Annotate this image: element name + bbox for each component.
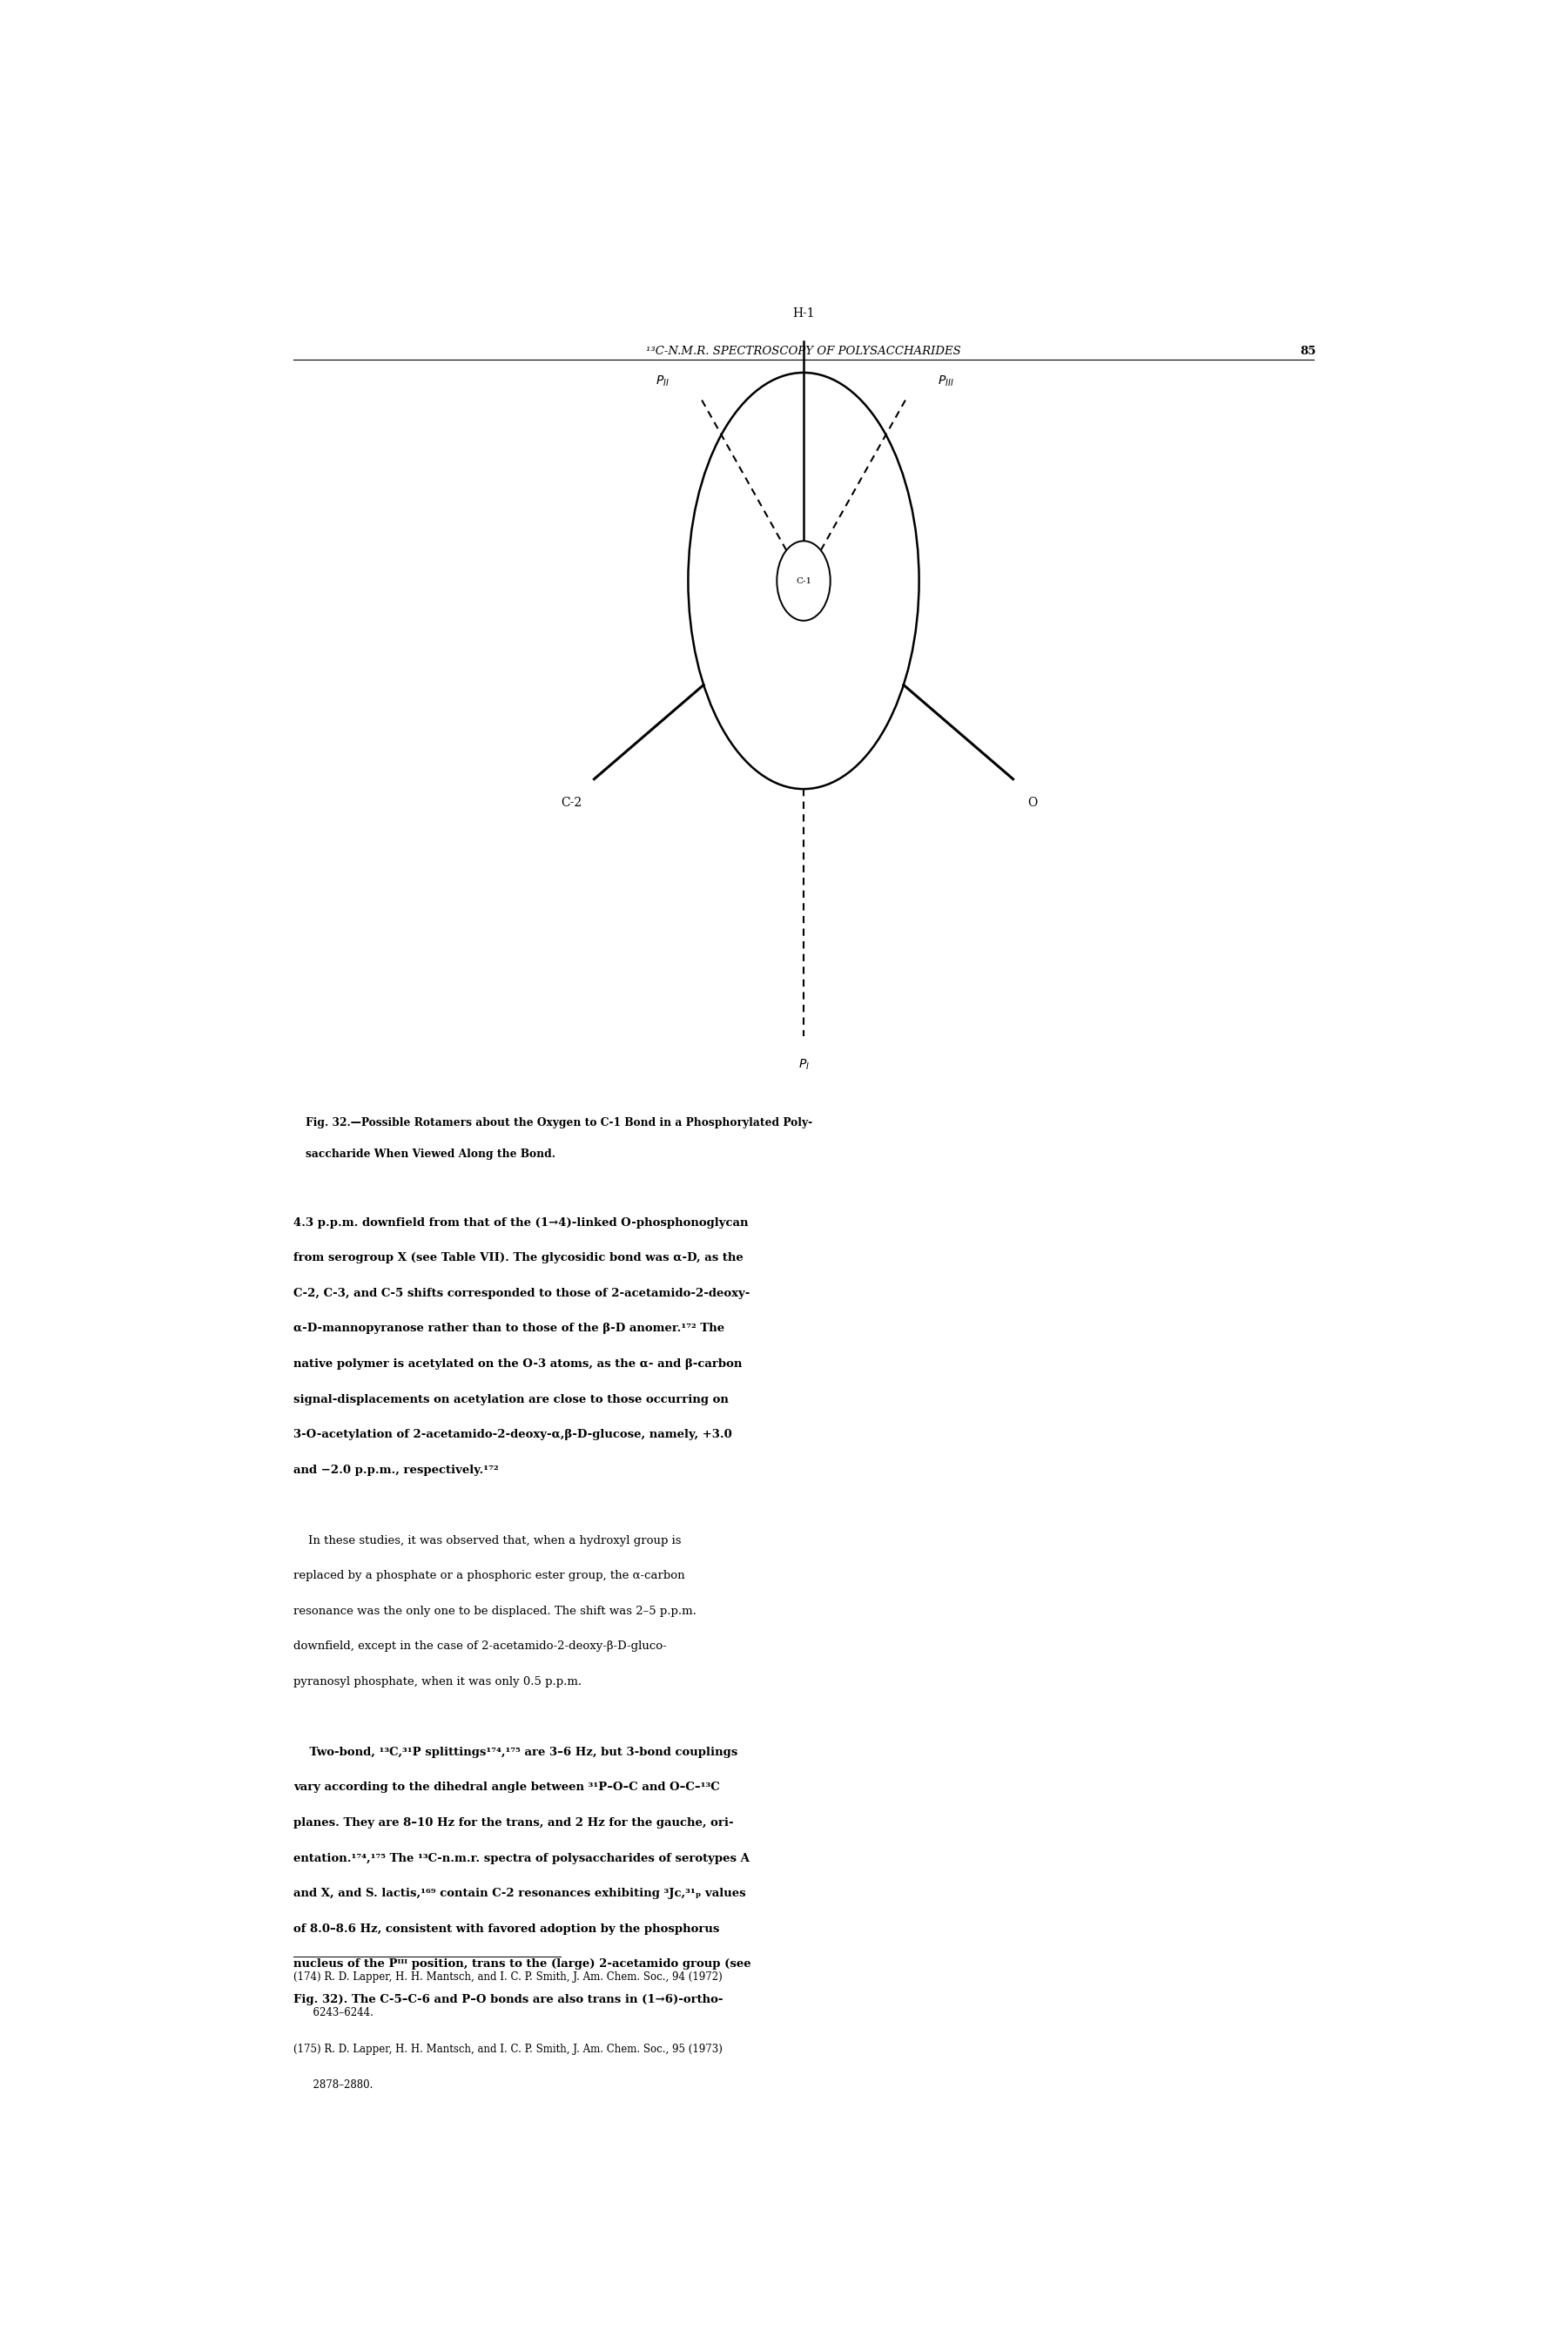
Text: H-1: H-1 [792, 308, 815, 320]
Text: $P_I$: $P_I$ [798, 1058, 809, 1072]
Text: Fig. 32.—Possible Rotamers about the Oxygen to C-1 Bond in a Phosphorylated Poly: Fig. 32.—Possible Rotamers about the Oxy… [306, 1117, 812, 1128]
Text: entation.¹⁷⁴,¹⁷⁵ The ¹³C-n.m.r. spectra of polysaccharides of serotypes A: entation.¹⁷⁴,¹⁷⁵ The ¹³C-n.m.r. spectra … [293, 1853, 750, 1864]
Text: 3-O-acetylation of 2-acetamido-2-deoxy-α,β-D-glucose, namely, +3.0: 3-O-acetylation of 2-acetamido-2-deoxy-α… [293, 1429, 732, 1441]
Circle shape [776, 541, 831, 621]
Text: $P_{II}$: $P_{II}$ [655, 374, 670, 388]
Text: 6243–6244.: 6243–6244. [293, 2008, 373, 2020]
Text: resonance was the only one to be displaced. The shift was 2–5 p.p.m.: resonance was the only one to be displac… [293, 1606, 696, 1617]
Text: (174) R. D. Lapper, H. H. Mantsch, and I. C. P. Smith, J. Am. Chem. Soc., 94 (19: (174) R. D. Lapper, H. H. Mantsch, and I… [293, 1970, 723, 1982]
Text: C-2, C-3, and C-5 shifts corresponded to those of 2-acetamido-2-deoxy-: C-2, C-3, and C-5 shifts corresponded to… [293, 1288, 750, 1300]
Text: Two-bond, ¹³C,³¹P splittings¹⁷⁴,¹⁷⁵ are 3–6 Hz, but 3-bond couplings: Two-bond, ¹³C,³¹P splittings¹⁷⁴,¹⁷⁵ are … [293, 1747, 737, 1759]
Text: 4.3 p.p.m. downfield from that of the (1→4)-linked O-phosphonoglycan: 4.3 p.p.m. downfield from that of the (1… [293, 1218, 748, 1230]
Text: and X, and S. lactis,¹⁶⁹ contain C-2 resonances exhibiting ³Jᴄ,³¹ₚ values: and X, and S. lactis,¹⁶⁹ contain C-2 res… [293, 1888, 746, 1900]
Text: nucleus of the Pᴵᴵᴵ position, trans to the (large) 2-acetamido group (see: nucleus of the Pᴵᴵᴵ position, trans to t… [293, 1958, 751, 1970]
Text: from serogroup X (see Table VII). The glycosidic bond was α-D, as the: from serogroup X (see Table VII). The gl… [293, 1253, 743, 1265]
Text: of 8.0–8.6 Hz, consistent with favored adoption by the phosphorus: of 8.0–8.6 Hz, consistent with favored a… [293, 1923, 720, 1935]
Text: 85: 85 [1300, 346, 1316, 357]
Text: Fig. 32). The C-5–C-6 and P–O bonds are also trans in (1→6)-ortho-: Fig. 32). The C-5–C-6 and P–O bonds are … [293, 1994, 723, 2005]
Text: O: O [1027, 797, 1038, 809]
Text: replaced by a phosphate or a phosphoric ester group, the α-carbon: replaced by a phosphate or a phosphoric … [293, 1570, 685, 1582]
Text: ¹³C-N.M.R. SPECTROSCOPY OF POLYSACCHARIDES: ¹³C-N.M.R. SPECTROSCOPY OF POLYSACCHARID… [646, 346, 961, 357]
Text: α-D-mannopyranose rather than to those of the β-D anomer.¹⁷² The: α-D-mannopyranose rather than to those o… [293, 1324, 724, 1335]
Text: C-2: C-2 [561, 797, 582, 809]
Text: 2878–2880.: 2878–2880. [293, 2081, 373, 2090]
Text: saccharide When Viewed Along the Bond.: saccharide When Viewed Along the Bond. [306, 1147, 555, 1159]
Text: planes. They are 8–10 Hz for the trans, and 2 Hz for the gauche, ori-: planes. They are 8–10 Hz for the trans, … [293, 1817, 734, 1829]
Text: signal-displacements on acetylation are close to those occurring on: signal-displacements on acetylation are … [293, 1394, 729, 1406]
Text: In these studies, it was observed that, when a hydroxyl group is: In these studies, it was observed that, … [293, 1535, 681, 1547]
Text: native polymer is acetylated on the O-3 atoms, as the α- and β-carbon: native polymer is acetylated on the O-3 … [293, 1359, 742, 1371]
Text: (175) R. D. Lapper, H. H. Mantsch, and I. C. P. Smith, J. Am. Chem. Soc., 95 (19: (175) R. D. Lapper, H. H. Mantsch, and I… [293, 2043, 723, 2055]
Text: vary according to the dihedral angle between ³¹P–O–C and O–C–¹³C: vary according to the dihedral angle bet… [293, 1782, 720, 1794]
Text: downfield, except in the case of 2-acetamido-2-deoxy-β-D-gluco-: downfield, except in the case of 2-aceta… [293, 1641, 666, 1653]
Text: C-1: C-1 [795, 576, 812, 585]
Text: pyranosyl phosphate, when it was only 0.5 p.p.m.: pyranosyl phosphate, when it was only 0.… [293, 1676, 582, 1688]
Text: $P_{III}$: $P_{III}$ [938, 374, 953, 388]
Text: and −2.0 p.p.m., respectively.¹⁷²: and −2.0 p.p.m., respectively.¹⁷² [293, 1465, 499, 1476]
